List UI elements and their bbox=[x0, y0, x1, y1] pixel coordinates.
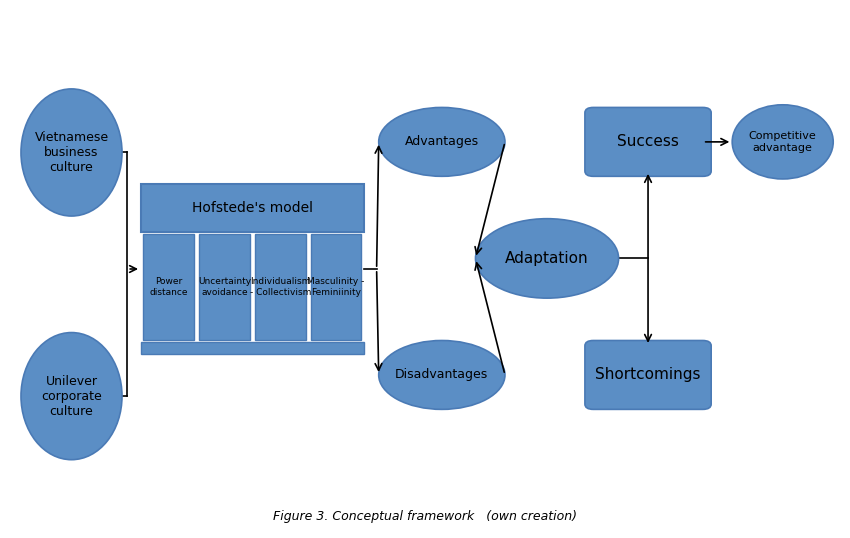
Text: Competitive
advantage: Competitive advantage bbox=[749, 131, 817, 153]
FancyBboxPatch shape bbox=[141, 342, 364, 354]
FancyBboxPatch shape bbox=[585, 108, 711, 176]
FancyBboxPatch shape bbox=[199, 234, 250, 340]
FancyBboxPatch shape bbox=[585, 341, 711, 409]
Ellipse shape bbox=[21, 332, 122, 459]
Ellipse shape bbox=[379, 108, 505, 176]
Text: Vietnamese
business
culture: Vietnamese business culture bbox=[35, 131, 109, 174]
Text: Power
distance: Power distance bbox=[150, 277, 188, 297]
Text: Masculinity -
Feminiinity: Masculinity - Feminiinity bbox=[308, 277, 365, 297]
Text: Individualism
- Collectivism: Individualism - Collectivism bbox=[250, 277, 311, 297]
Text: Hofstede's model: Hofstede's model bbox=[192, 201, 313, 215]
FancyBboxPatch shape bbox=[144, 234, 194, 340]
Ellipse shape bbox=[21, 89, 122, 216]
FancyBboxPatch shape bbox=[141, 184, 364, 232]
Ellipse shape bbox=[475, 218, 619, 298]
Text: Uncertainty
avoidance: Uncertainty avoidance bbox=[198, 277, 251, 297]
Text: Success: Success bbox=[617, 134, 679, 150]
Text: Unilever
corporate
culture: Unilever corporate culture bbox=[41, 374, 102, 417]
FancyBboxPatch shape bbox=[255, 234, 306, 340]
Ellipse shape bbox=[379, 341, 505, 409]
Text: Disadvantages: Disadvantages bbox=[395, 369, 489, 381]
Ellipse shape bbox=[732, 105, 833, 179]
Text: Advantages: Advantages bbox=[405, 136, 479, 148]
Text: Shortcomings: Shortcomings bbox=[595, 367, 700, 383]
Text: Adaptation: Adaptation bbox=[505, 251, 589, 266]
Text: Figure 3. Conceptual framework   (own creation): Figure 3. Conceptual framework (own crea… bbox=[273, 510, 577, 523]
FancyBboxPatch shape bbox=[311, 234, 361, 340]
